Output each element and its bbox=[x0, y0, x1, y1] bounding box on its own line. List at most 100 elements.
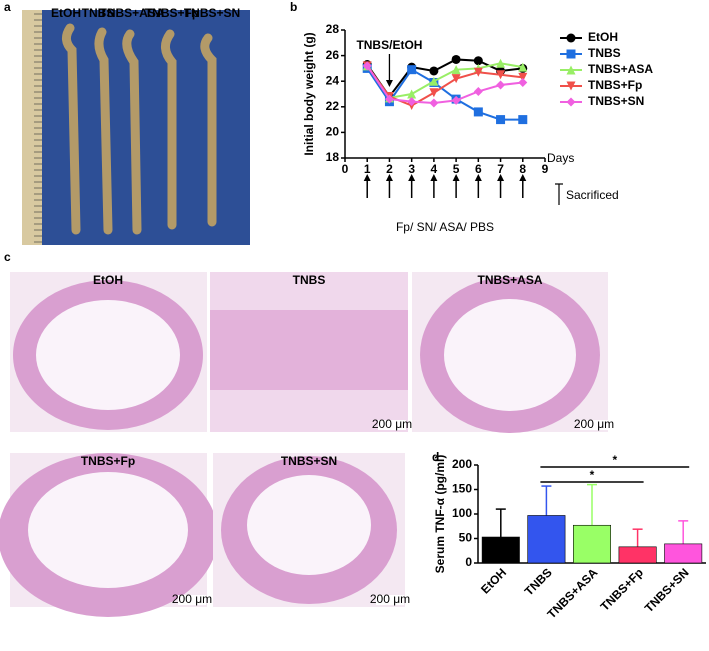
histology-label: EtOH bbox=[93, 273, 123, 287]
point bbox=[407, 97, 417, 107]
legend-label: TNBS+Fp bbox=[588, 78, 642, 92]
x-tick-label: 8 bbox=[519, 162, 526, 176]
histology-label: TNBS+Fp bbox=[81, 454, 135, 468]
point bbox=[518, 62, 528, 72]
y-tick-label: 18 bbox=[326, 150, 340, 164]
arrow-head bbox=[519, 174, 527, 181]
tissue bbox=[210, 310, 408, 390]
bar bbox=[664, 543, 703, 564]
point bbox=[566, 65, 576, 75]
arrow-head bbox=[408, 174, 416, 181]
scale-box bbox=[580, 420, 608, 430]
bar bbox=[481, 536, 520, 564]
point bbox=[566, 97, 576, 107]
x-tick-label: 0 bbox=[342, 162, 349, 176]
point bbox=[496, 80, 506, 90]
x-tick-label: 1 bbox=[364, 162, 371, 176]
colon bbox=[122, 29, 142, 235]
photo-label: EtOH bbox=[51, 6, 81, 20]
point bbox=[496, 115, 506, 125]
point bbox=[566, 81, 576, 91]
treatment-label: Fp/ SN/ ASA/ PBS bbox=[396, 220, 494, 234]
bar bbox=[527, 515, 566, 564]
y-tick-label: 50 bbox=[459, 531, 473, 545]
x-tick-label: 7 bbox=[497, 162, 504, 176]
colon bbox=[161, 29, 177, 230]
legend-label: TNBS bbox=[588, 46, 621, 60]
point bbox=[451, 54, 461, 64]
scale-bar-label: 200 μm bbox=[574, 417, 614, 431]
x-tick-label: 5 bbox=[453, 162, 460, 176]
dose-label: TNBS/EtOH bbox=[356, 38, 422, 52]
scale-bar-label: 200 μm bbox=[172, 592, 212, 606]
photo-label: TNBS bbox=[82, 6, 115, 20]
point bbox=[473, 86, 483, 96]
lumen bbox=[247, 475, 371, 575]
arrow-head bbox=[363, 174, 371, 181]
legend-label: TNBS+SN bbox=[588, 94, 644, 108]
arrow-head bbox=[497, 174, 505, 181]
point bbox=[407, 65, 417, 75]
y-tick-label: 24 bbox=[326, 73, 340, 87]
colon bbox=[62, 23, 81, 235]
y-tick-label: 26 bbox=[326, 48, 340, 62]
colons bbox=[62, 23, 217, 235]
scale-box bbox=[376, 595, 404, 605]
end-label: Sacrificed bbox=[566, 188, 619, 202]
arrow-head bbox=[385, 80, 393, 87]
scale-bar-label: 200 μm bbox=[372, 417, 412, 431]
x-tick-label: TNBS+Fp bbox=[598, 565, 646, 613]
arrow-head bbox=[385, 174, 393, 181]
x-tick-label: TNBS bbox=[522, 565, 555, 598]
point bbox=[473, 56, 483, 66]
point bbox=[496, 58, 506, 68]
point bbox=[362, 61, 372, 71]
y-axis-label: Serum TNF-α (pg/ml) bbox=[433, 455, 447, 574]
photo-label: TNBS+ASA bbox=[99, 6, 164, 20]
lumen bbox=[36, 300, 180, 410]
x-tick-label: TNBS+SN bbox=[642, 565, 692, 615]
point bbox=[451, 74, 461, 84]
point bbox=[518, 115, 528, 125]
point bbox=[429, 76, 439, 86]
point bbox=[566, 49, 576, 59]
photo-label: TNBS+SN bbox=[184, 6, 240, 20]
y-axis-label: Initial body weight (g) bbox=[302, 32, 316, 155]
panel-label: c bbox=[4, 250, 11, 264]
x-tick-label: 9 bbox=[542, 162, 549, 176]
point bbox=[451, 65, 461, 75]
y-tick-label: 0 bbox=[465, 555, 472, 569]
x-axis-label: Days bbox=[547, 151, 574, 165]
point bbox=[429, 88, 439, 98]
histology-label: TNBS bbox=[293, 273, 326, 287]
point bbox=[496, 70, 506, 80]
panel-label: b bbox=[290, 0, 297, 14]
series-line bbox=[366, 65, 523, 107]
y-tick-label: 22 bbox=[326, 99, 340, 113]
point bbox=[429, 66, 439, 76]
x-tick-label: 6 bbox=[475, 162, 482, 176]
y-tick-label: 150 bbox=[452, 482, 472, 496]
histology-label: TNBS+ASA bbox=[477, 273, 542, 287]
bar bbox=[573, 524, 611, 564]
significance-label: * bbox=[612, 453, 617, 467]
point bbox=[451, 95, 461, 105]
arrow-head bbox=[474, 174, 482, 181]
legend-label: EtOH bbox=[588, 30, 618, 44]
point bbox=[407, 89, 417, 99]
scale-bar-label: 200 μm bbox=[370, 592, 410, 606]
x-tick-label: 2 bbox=[386, 162, 393, 176]
lumen bbox=[28, 472, 188, 588]
colon bbox=[200, 33, 217, 227]
significance-label: * bbox=[590, 468, 595, 482]
point bbox=[473, 67, 483, 77]
histology-images bbox=[0, 272, 608, 617]
point bbox=[518, 72, 528, 82]
y-tick-label: 100 bbox=[452, 506, 472, 520]
point bbox=[384, 94, 394, 104]
y-tick-label: 28 bbox=[326, 22, 340, 36]
y-tick-label: 200 bbox=[452, 457, 472, 471]
x-tick-label: 3 bbox=[408, 162, 415, 176]
scale-box bbox=[178, 595, 206, 605]
